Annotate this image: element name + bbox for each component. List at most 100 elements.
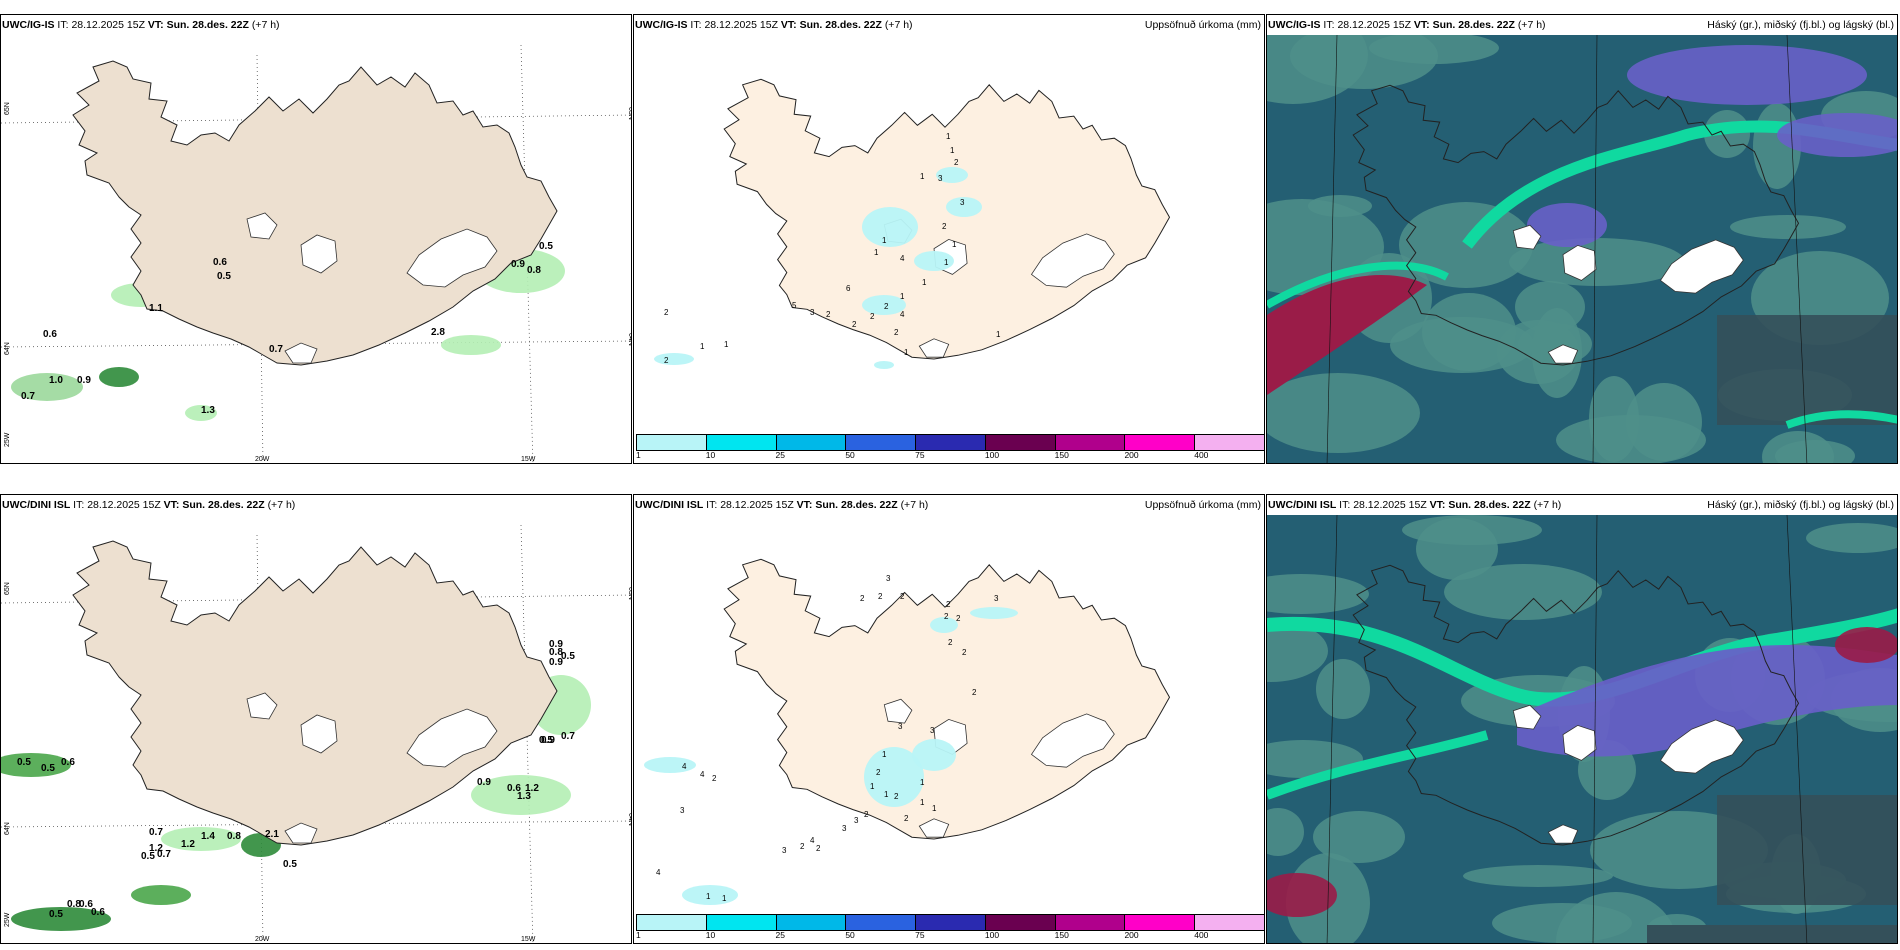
precip-value-label: 1: [904, 348, 909, 357]
precip-area: [644, 757, 696, 773]
parameter-title: Háský (gr.), miðský (fj.bl.) og lágský (…: [1707, 499, 1894, 511]
precip-value-label: 2: [852, 320, 857, 329]
precip-value-label: 2: [826, 310, 831, 319]
precip-value-label: 3: [854, 816, 859, 825]
glacier-outline: [1562, 724, 1597, 761]
precip-value-label: 2: [878, 592, 883, 601]
precip-value-label: 1: [932, 804, 937, 813]
precip-value-label: 1: [922, 278, 927, 287]
precip-value-label: 0.5: [17, 757, 31, 768]
precip-value-label: 2: [876, 768, 881, 777]
panel-header: UWC/IG-IS IT: 28.12.2025 15Z VT: Sun. 28…: [634, 15, 1264, 35]
precip-value-label: 1: [722, 894, 727, 903]
precip-area: [874, 361, 894, 369]
colorbar-swatch: [1054, 434, 1126, 451]
precip-value-label: 5: [792, 301, 797, 310]
mid-cloud-patch: [1730, 215, 1846, 239]
precip-area: [654, 353, 694, 365]
precip-value-label: 4: [656, 868, 661, 877]
mid-cloud-patch: [1267, 574, 1369, 614]
precip-area: [99, 367, 139, 387]
precip-value-label: 0.5: [49, 909, 63, 920]
precip-value-label: 1: [882, 236, 887, 245]
mid-cloud-patch: [1316, 659, 1370, 719]
mid-cloud-patch: [1267, 620, 1328, 682]
precip-value-label: 0.6: [61, 757, 75, 768]
panel-header: UWC/DINI ISL IT: 28.12.2025 15Z VT: Sun.…: [1, 495, 631, 515]
panel-header: UWC/IG-IS IT: 28.12.2025 15Z VT: Sun. 28…: [1, 15, 631, 35]
precip-value-label: 2: [664, 308, 669, 317]
precip-value-label: 0.5: [561, 651, 575, 662]
glacier-outline: [918, 818, 950, 838]
colorbar-swatch: [705, 914, 777, 931]
precip-value-label: 0.5: [539, 735, 553, 746]
precip-value-label: 3: [938, 174, 943, 183]
purple-cloud-area: [1627, 45, 1867, 105]
mid-cloud-patch: [1463, 865, 1613, 887]
model-name: UWC/DINI ISL: [1268, 499, 1337, 511]
cloud-map-panel-bottom: UWC/DINI ISL IT: 28.12.2025 15Z VT: Sun.…: [1266, 494, 1898, 944]
model-name: UWC/IG-IS: [1268, 19, 1321, 31]
lon-label: 20W: [255, 936, 270, 943]
meridian-line: [1786, 34, 1808, 463]
precip-value-label: 1: [946, 132, 951, 141]
colorbar-swatch: [1124, 434, 1196, 451]
mid-cloud-patch: [1556, 415, 1706, 463]
high-cloud-band: [1267, 730, 1489, 800]
colorbar-tick-label: 150: [1054, 450, 1069, 460]
precip-value-label: 2: [816, 844, 821, 853]
glacier-outline: [300, 714, 338, 754]
precip-value-label: 4: [700, 770, 705, 779]
glacier-outline: [1030, 713, 1115, 768]
precip-value-label: 0.9: [511, 259, 525, 270]
precip-value-label: 2: [972, 688, 977, 697]
valid-time: Sun. 28.des. 22Z: [1432, 19, 1515, 31]
glacier-outline: [1659, 719, 1744, 774]
valid-time: Sun. 28.des. 22Z: [182, 499, 265, 511]
iceland-coastline: [1352, 564, 1800, 846]
precip-value-label: 0.5: [283, 859, 297, 870]
precip-area: [862, 295, 906, 315]
precip-value-label: 4: [810, 836, 815, 845]
precip-value-label: 0.7: [21, 391, 35, 402]
colorbar-tick-label: 25: [775, 450, 786, 460]
mid-cloud-patch: [1267, 15, 1368, 104]
precip-value-label: 3: [930, 726, 935, 735]
lat-label: 65N: [4, 582, 11, 595]
init-time: 28.12.2025 15Z: [704, 19, 778, 31]
precip-value-label: 0.9: [77, 375, 91, 386]
lead-time: (+7 h): [884, 19, 913, 31]
glacier-outline: [1659, 239, 1744, 294]
glacier-outline: [1547, 824, 1579, 844]
precip-value-label: 1: [944, 258, 949, 267]
precip-value-label: 3: [960, 198, 965, 207]
high-cloud-band: [1785, 410, 1897, 429]
colorbar-swatch: [1054, 914, 1126, 931]
precip-value-label: 1.2: [525, 783, 539, 794]
precip-value-label: 0.6: [213, 257, 227, 268]
precip-value-label: 1: [706, 892, 711, 901]
glacier-outline: [406, 228, 498, 288]
init-time: 28.12.2025 15Z: [1353, 499, 1427, 511]
precip-value-label: 0.9: [477, 777, 491, 788]
wind-map-panel-top: UWC/IG-IS IT: 28.12.2025 15Z VT: Sun. 28…: [0, 14, 632, 464]
precip-area: [930, 617, 958, 633]
valid-time: Sun. 28.des. 22Z: [799, 19, 882, 31]
precip-value-label: 0.5: [217, 271, 231, 282]
colorbar-tick-label: 100: [984, 450, 1000, 460]
glacier-outline: [883, 698, 913, 724]
lead-time: (+7 h): [900, 499, 929, 511]
cloud-map[interactable]: [1267, 495, 1898, 944]
precip-area: [682, 885, 738, 905]
precip-value-label: 1: [920, 172, 925, 181]
precip-value-label: 2.1: [265, 829, 279, 840]
precip-value-label: 0.8: [227, 831, 241, 842]
lead-time: (+7 h): [1533, 499, 1562, 511]
glacier-outline: [1030, 233, 1115, 288]
lead-time: (+7 h): [267, 499, 296, 511]
cloud-map[interactable]: [1267, 15, 1898, 464]
